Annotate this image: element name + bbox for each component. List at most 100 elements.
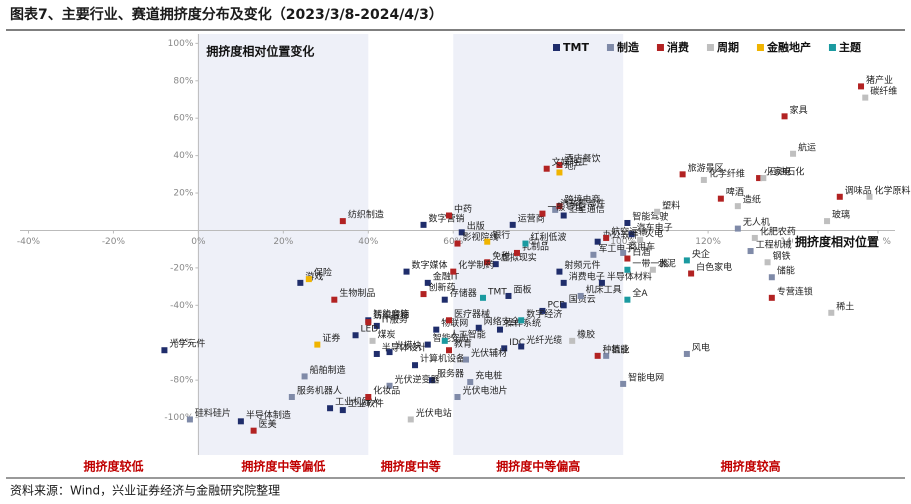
point <box>301 373 308 380</box>
point-label: 化学制药 <box>458 259 494 271</box>
point <box>441 296 448 303</box>
legend-label: 金融地产 <box>766 40 811 54</box>
point-label: 中药 <box>454 203 472 215</box>
point <box>509 221 516 228</box>
legend-swatch <box>828 44 836 51</box>
y-tick-label: 60% <box>173 114 193 124</box>
point <box>386 349 393 356</box>
point <box>450 268 457 275</box>
point <box>501 345 508 352</box>
y-tick-label: -100% <box>164 413 193 423</box>
point-label: 船舶制造 <box>310 364 346 376</box>
point-label: 创新药 <box>429 282 456 294</box>
point <box>161 347 168 354</box>
point-label: 种植业 <box>603 343 630 355</box>
point <box>496 326 503 333</box>
point-label: 家具 <box>790 104 808 116</box>
point <box>539 307 546 314</box>
point <box>522 240 529 247</box>
point <box>866 193 873 200</box>
point-label: 旅游景区 <box>688 162 724 174</box>
point-label: 稀土 <box>836 300 854 312</box>
point <box>628 231 635 238</box>
point-label: 网络安全 <box>484 315 520 327</box>
point-label: 光模块 <box>395 340 422 352</box>
point-label: 文娱轻工 <box>552 156 588 168</box>
point-label: 专营连锁 <box>777 285 813 297</box>
point <box>560 302 567 309</box>
point <box>339 218 346 225</box>
y-tick-label: -60% <box>170 338 194 348</box>
point-label: 造纸 <box>743 194 761 206</box>
point-label: 光伏逆变器 <box>395 373 440 385</box>
point <box>594 352 601 359</box>
point-label: 存储器 <box>450 287 477 299</box>
point <box>475 324 482 331</box>
point <box>828 309 835 316</box>
point-label: 纺织服饰 <box>373 310 409 322</box>
point <box>446 212 453 219</box>
band-label: 拥挤度中等 <box>381 459 441 474</box>
legend-label: 周期 <box>717 40 739 54</box>
point-label: 商用车 <box>628 240 655 252</box>
point-label: 全A <box>632 287 648 299</box>
point <box>339 407 346 414</box>
point <box>683 350 690 357</box>
point <box>412 362 419 369</box>
point <box>683 257 690 264</box>
point-label: 汽车零部件 <box>560 197 605 209</box>
point-label: 虚拟现实 <box>501 252 537 264</box>
point <box>862 94 869 101</box>
point-label: TMT <box>487 287 507 297</box>
point <box>237 418 244 425</box>
point-label: 碳纤维 <box>870 85 897 97</box>
band-label: 拥挤度中等偏低 <box>241 459 325 474</box>
point <box>297 279 304 286</box>
point-label: 工程机械 <box>756 239 792 251</box>
point-label: IT服务 <box>382 313 408 325</box>
point <box>518 343 525 350</box>
point-label: 半导体材料 <box>607 270 652 282</box>
point <box>420 221 427 228</box>
point <box>369 337 376 344</box>
point <box>424 341 431 348</box>
point <box>492 261 499 268</box>
point <box>624 219 631 226</box>
point <box>781 113 788 120</box>
point-label: 光纤光缆 <box>526 334 562 346</box>
point <box>543 165 550 172</box>
point-label: PCB <box>547 300 565 310</box>
point-label: 石油石化 <box>768 166 804 178</box>
point-label: 半导体制造 <box>246 409 291 421</box>
point-label: 银行 <box>492 229 510 241</box>
point <box>717 195 724 202</box>
point-label: 航空运输 <box>611 225 647 237</box>
point <box>577 292 584 299</box>
point <box>446 317 453 324</box>
point-label: 白酒 <box>632 246 650 258</box>
point <box>424 279 431 286</box>
legend-label: 消费 <box>667 40 689 54</box>
point-label: 玻璃 <box>832 209 850 221</box>
point-label: IDC <box>509 338 525 348</box>
point <box>824 218 831 225</box>
legend-label: 制造 <box>617 40 640 54</box>
y-tick-label: 100% <box>168 39 194 49</box>
point <box>624 255 631 262</box>
x-tick-label: 20% <box>273 237 293 247</box>
point <box>429 377 436 384</box>
y-tick-label: -40% <box>170 301 194 311</box>
point-label: 氢能 <box>611 343 629 355</box>
point <box>513 249 520 256</box>
point <box>560 212 567 219</box>
point <box>569 337 576 344</box>
point <box>756 175 763 182</box>
chart-title: 图表7、主要行业、赛道拥挤度分布及变化（2023/3/8-2024/4/3） <box>10 6 443 23</box>
point-label: 光伏电站 <box>416 407 452 419</box>
point <box>764 259 771 266</box>
point <box>458 229 465 236</box>
point-label: 服务机器人 <box>297 384 342 396</box>
point <box>700 176 707 183</box>
